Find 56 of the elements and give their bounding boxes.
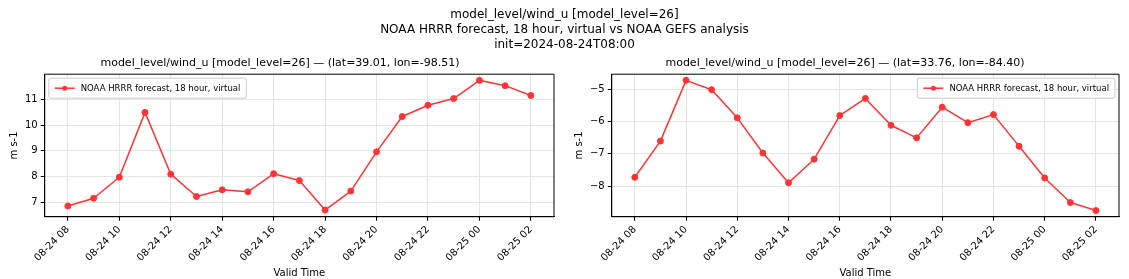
point bbox=[218, 186, 226, 194]
y-tick-label: 9 bbox=[31, 144, 38, 156]
point bbox=[321, 206, 329, 214]
point bbox=[682, 76, 690, 84]
point bbox=[708, 86, 716, 94]
point bbox=[631, 173, 639, 181]
chart-title: model_level/wind_u [model_level=26] — (lat=33.76, lon=-84.40) bbox=[665, 56, 1025, 70]
legend-label: NOAA HRRR forecast, 18 hour, virtual bbox=[949, 82, 1109, 93]
y-tick-label: 11 bbox=[24, 93, 38, 105]
point bbox=[810, 155, 818, 163]
point bbox=[141, 108, 149, 116]
point bbox=[527, 91, 535, 99]
y-tick-label: 8 bbox=[31, 170, 38, 182]
x-axis-title: Valid Time bbox=[839, 266, 892, 278]
point bbox=[244, 188, 252, 196]
point bbox=[1015, 142, 1023, 150]
y-tick-label: −5 bbox=[589, 82, 605, 94]
point bbox=[424, 101, 432, 109]
point bbox=[295, 177, 303, 185]
point bbox=[90, 194, 98, 202]
chart-subtitle: model_level/wind_u [model_level=26] NOAA HRRR forecast, 18 hour, virtual vs NOAA GEFS analysis init=2024-08-24T08:00 bbox=[379, 6, 750, 53]
y-tick-label: −6 bbox=[589, 114, 605, 126]
point bbox=[656, 137, 664, 145]
point bbox=[785, 179, 793, 187]
point bbox=[733, 114, 741, 122]
point bbox=[270, 170, 278, 178]
point bbox=[373, 148, 381, 156]
point bbox=[398, 113, 406, 120]
point bbox=[989, 111, 997, 119]
point bbox=[64, 202, 72, 210]
chart-title: model_level/wind_u [model_level=26] — (lat=39.01, lon=-98.51) bbox=[100, 56, 460, 70]
point bbox=[450, 95, 458, 103]
point bbox=[1092, 207, 1100, 215]
point bbox=[1041, 174, 1049, 182]
y-axis-title: m s-1 bbox=[7, 131, 19, 160]
point bbox=[167, 170, 175, 178]
y-tick-label: 10 bbox=[24, 118, 38, 130]
legend-label: NOAA HRRR forecast, 18 hour, virtual bbox=[80, 82, 241, 93]
point bbox=[887, 121, 895, 129]
y-axis-title: m s-1 bbox=[572, 131, 584, 160]
point bbox=[192, 192, 200, 200]
point bbox=[759, 149, 767, 157]
point bbox=[938, 103, 946, 111]
point bbox=[501, 82, 509, 90]
point bbox=[347, 187, 355, 195]
point bbox=[861, 94, 869, 102]
point bbox=[475, 76, 483, 84]
point bbox=[913, 134, 921, 142]
point bbox=[964, 119, 972, 127]
y-tick-label: −8 bbox=[589, 179, 605, 191]
point bbox=[836, 112, 844, 120]
y-tick-label: −7 bbox=[589, 147, 605, 159]
point bbox=[115, 173, 123, 181]
point bbox=[1066, 199, 1074, 206]
x-axis-title: Valid Time bbox=[273, 266, 326, 278]
y-tick-label: 7 bbox=[31, 195, 38, 207]
